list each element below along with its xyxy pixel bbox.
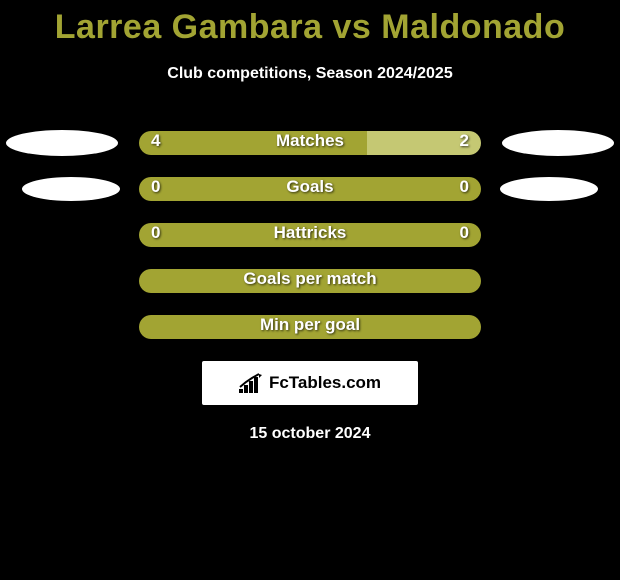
player-ellipse-left — [6, 130, 118, 156]
page-title: Larrea Gambara vs Maldonado — [55, 8, 565, 47]
player-ellipse-left — [22, 177, 120, 201]
stat-bar: 00Hattricks — [139, 223, 481, 247]
bar-segment-left — [139, 269, 481, 293]
stat-row: 00Hattricks — [0, 223, 620, 247]
stat-value-right: 0 — [460, 177, 469, 197]
stat-bar: 00Goals — [139, 177, 481, 201]
bar-segment-right — [310, 177, 481, 201]
stat-rows: 42Matches00Goals00HattricksGoals per mat… — [0, 131, 620, 339]
bar-segment-left — [139, 177, 310, 201]
comparison-card: Larrea Gambara vs Maldonado Club competi… — [0, 0, 620, 443]
stat-bar: Goals per match — [139, 269, 481, 293]
bar-segment-left — [139, 315, 481, 339]
stat-value-right: 2 — [460, 131, 469, 151]
bar-segment-left — [139, 223, 310, 247]
stat-value-left: 0 — [151, 223, 160, 243]
player-ellipse-right — [502, 130, 614, 156]
bar-segment-left — [139, 131, 367, 155]
bar-segment-right — [310, 223, 481, 247]
chart-icon — [239, 373, 263, 393]
stat-bar: 42Matches — [139, 131, 481, 155]
stat-value-left: 0 — [151, 177, 160, 197]
source-logo-text: FcTables.com — [269, 373, 381, 393]
stat-bar: Min per goal — [139, 315, 481, 339]
stat-row: 00Goals — [0, 177, 620, 201]
stat-value-left: 4 — [151, 131, 160, 151]
player-ellipse-right — [500, 177, 598, 201]
page-subtitle: Club competitions, Season 2024/2025 — [167, 65, 452, 83]
stat-row: 42Matches — [0, 131, 620, 155]
stat-row: Min per goal — [0, 315, 620, 339]
source-logo-box: FcTables.com — [202, 361, 418, 405]
stat-value-right: 0 — [460, 223, 469, 243]
stat-row: Goals per match — [0, 269, 620, 293]
date-label: 15 october 2024 — [250, 425, 371, 443]
